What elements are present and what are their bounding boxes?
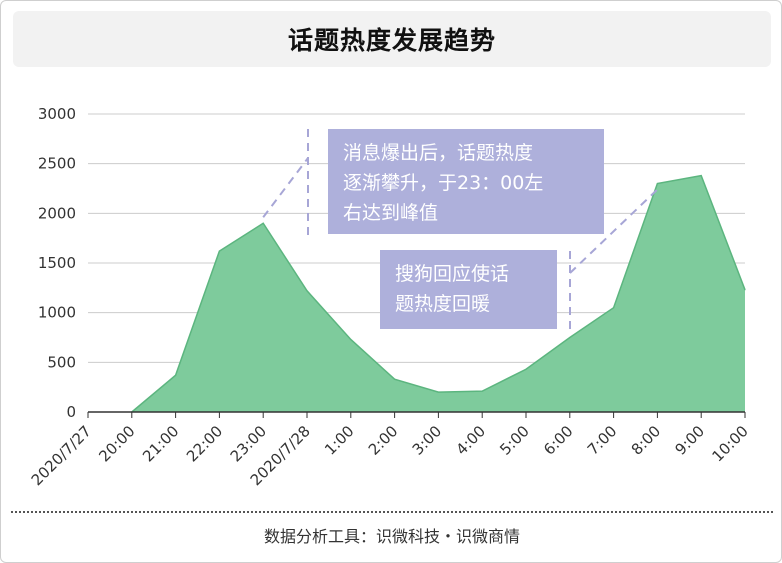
- data-point: [175, 374, 177, 376]
- annotation-leader: [262, 157, 309, 218]
- annotation-box: [328, 129, 604, 234]
- chart-title: 话题热度发展趋势: [13, 11, 771, 67]
- data-point: [569, 337, 571, 338]
- x-tick-label: 5:00: [496, 422, 533, 459]
- annotation-text: 消息爆出后，话题热度: [343, 142, 533, 164]
- data-point: [525, 368, 527, 370]
- y-tick-label: 3000: [38, 105, 76, 123]
- y-tick-label: 0: [66, 403, 76, 421]
- footer-divider: [11, 511, 773, 513]
- x-tick-label: 1:00: [321, 422, 358, 459]
- data-point: [306, 290, 308, 292]
- data-point: [437, 391, 439, 393]
- y-tick-label: 2000: [38, 204, 76, 222]
- data-point: [613, 307, 615, 309]
- footer-credit: 数据分析工具：识微科技・识微商情: [263, 527, 520, 546]
- annotation-leader: [569, 186, 661, 274]
- x-tick-label: 6:00: [540, 422, 577, 459]
- x-tick-label: 4:00: [452, 422, 489, 459]
- data-point: [700, 175, 702, 177]
- x-tick-label: 20:00: [95, 422, 138, 465]
- y-tick-label: 2500: [38, 155, 76, 173]
- x-tick-label: 9:00: [671, 422, 708, 459]
- x-tick-label: 21:00: [139, 422, 182, 465]
- data-point: [350, 338, 352, 340]
- annotation-box: [380, 250, 557, 329]
- x-tick-label: 8:00: [628, 422, 665, 459]
- data-point: [218, 250, 220, 252]
- x-tick-label: 2:00: [365, 422, 402, 459]
- x-tick-label: 10:00: [709, 422, 752, 465]
- area-series: [131, 175, 746, 412]
- data-point: [656, 183, 658, 185]
- data-point: [744, 289, 746, 291]
- annotation-text: 搜狗回应使话: [395, 263, 509, 285]
- data-point: [394, 378, 396, 380]
- data-point: [262, 222, 264, 224]
- x-tick-label: 3:00: [409, 422, 446, 459]
- y-tick-label: 1000: [38, 304, 76, 322]
- x-tick-label: 7:00: [584, 422, 621, 459]
- annotation-text: 逐渐攀升，于23：00左: [343, 172, 543, 194]
- area-chart: 0 500 1000 1500 2000 2500 3000 2020/7/27 20:00 21…: [28, 105, 752, 489]
- y-tick-label: 1500: [38, 254, 76, 272]
- x-tick-label: 2020/7/27: [28, 422, 95, 489]
- data-point: [481, 390, 483, 392]
- annotation-text: 题热度回暖: [395, 293, 490, 315]
- y-tick-label: 500: [47, 353, 76, 371]
- x-tick-label: 22:00: [183, 422, 226, 465]
- annotation-text: 右达到峰值: [343, 202, 438, 224]
